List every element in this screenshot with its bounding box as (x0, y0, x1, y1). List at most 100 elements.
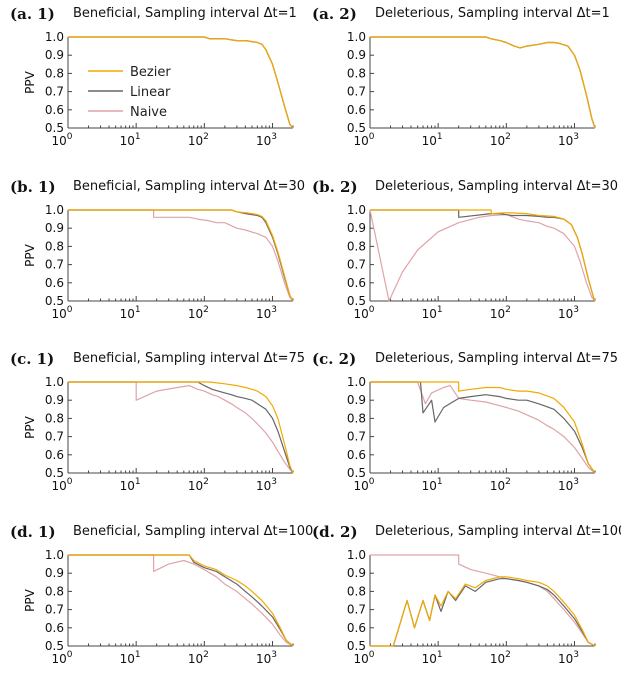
x-tick-label: 102 (188, 650, 209, 666)
panel-label: (c. 1) (10, 350, 54, 368)
panel-title: Deleterious, Sampling interval Δt=30 (375, 179, 618, 194)
series-line-bezier (370, 36, 596, 129)
y-tick-label: 0.5 (45, 466, 64, 480)
series-line-naive (68, 209, 294, 302)
y-axis-label: PPV (23, 70, 37, 93)
series-line-bezier (68, 36, 294, 129)
panel-title: Beneficial, Sampling interval Δt=75 (73, 351, 305, 366)
x-tick-label: 101 (422, 477, 443, 493)
x-tick-label: 103 (256, 132, 277, 148)
series-line-naive (68, 36, 294, 129)
panel-title: Beneficial, Sampling interval Δt=1 (73, 6, 297, 21)
y-tick-label: 0.9 (347, 393, 366, 407)
y-tick-label: 0.5 (347, 294, 366, 308)
x-tick-label: 100 (353, 477, 374, 493)
x-tick-label: 101 (120, 305, 141, 321)
x-tick-label: 100 (353, 132, 374, 148)
x-tick-label: 102 (188, 132, 209, 148)
y-axis-label: PPV (23, 243, 37, 266)
panel-b1: (b. 1) Beneficial, Sampling interval Δt=3… (10, 178, 305, 321)
panel-title: Deleterious, Sampling interval Δt=75 (375, 351, 618, 366)
series-line-bezier (370, 209, 596, 302)
y-tick-label: 0.8 (45, 584, 64, 598)
x-tick-label: 102 (490, 650, 511, 666)
y-tick-label: 0.9 (45, 48, 64, 62)
series-line-linear (370, 381, 596, 474)
series-line-naive (68, 554, 294, 647)
x-tick-label: 101 (422, 650, 443, 666)
y-tick-label: 0.7 (45, 430, 64, 444)
panel-d2: (d. 2) Deleterious, Sampling interval Δt=… (312, 523, 621, 666)
series-line-bezier (370, 381, 596, 474)
y-tick-label: 1.0 (45, 375, 64, 389)
y-tick-label: 0.6 (45, 448, 64, 462)
y-tick-label: 0.8 (347, 584, 366, 598)
series-line-naive (68, 381, 294, 474)
series-line-linear (68, 554, 294, 647)
legend-label: Linear (130, 85, 171, 100)
x-tick-label: 101 (120, 650, 141, 666)
series-line-naive (370, 554, 596, 647)
y-tick-label: 0.8 (45, 239, 64, 253)
series-line-bezier (370, 576, 596, 647)
y-tick-label: 0.6 (45, 276, 64, 290)
y-tick-label: 1.0 (347, 548, 366, 562)
x-tick-label: 103 (558, 305, 579, 321)
panel-a2: (a. 2) Deleterious, Sampling interval Δt=… (312, 5, 610, 148)
y-tick-label: 0.5 (347, 639, 366, 653)
panel-title: Beneficial, Sampling interval Δt=100 (73, 524, 313, 539)
panel-label: (d. 2) (312, 523, 358, 541)
y-tick-label: 0.7 (45, 603, 64, 617)
y-tick-label: 0.9 (45, 393, 64, 407)
series-line-linear (68, 209, 294, 302)
panel-label: (a. 2) (312, 5, 357, 23)
y-tick-label: 1.0 (347, 30, 366, 44)
y-tick-label: 0.7 (347, 85, 366, 99)
y-tick-label: 0.9 (45, 221, 64, 235)
x-tick-label: 103 (256, 650, 277, 666)
y-tick-label: 1.0 (45, 548, 64, 562)
x-tick-label: 103 (558, 650, 579, 666)
series-line-bezier (68, 209, 294, 302)
y-tick-label: 0.7 (45, 85, 64, 99)
panel-label: (a. 1) (10, 5, 55, 23)
y-tick-label: 0.6 (45, 103, 64, 117)
y-tick-label: 0.6 (347, 276, 366, 290)
series-line-bezier (68, 381, 294, 474)
panel-title: Beneficial, Sampling interval Δt=30 (73, 179, 305, 194)
x-tick-label: 102 (188, 477, 209, 493)
panel-c1: (c. 1) Beneficial, Sampling interval Δt=7… (10, 350, 305, 493)
y-tick-label: 1.0 (347, 203, 366, 217)
y-axis-label: PPV (23, 588, 37, 611)
panel-c2: (c. 2) Deleterious, Sampling interval Δt=… (312, 350, 618, 493)
y-tick-label: 0.5 (45, 294, 64, 308)
x-tick-label: 102 (490, 477, 511, 493)
y-tick-label: 0.7 (347, 603, 366, 617)
series-line-linear (370, 209, 596, 302)
x-tick-label: 100 (51, 477, 72, 493)
x-tick-label: 103 (558, 132, 579, 148)
y-tick-label: 0.8 (347, 239, 366, 253)
series-line-linear (68, 36, 294, 129)
y-tick-label: 0.8 (45, 411, 64, 425)
legend-label: Naive (130, 105, 167, 120)
y-tick-label: 0.9 (45, 566, 64, 580)
x-tick-label: 101 (422, 305, 443, 321)
panel-b2: (b. 2) Deleterious, Sampling interval Δt=… (312, 178, 618, 321)
legend-label: Bezier (130, 65, 171, 80)
y-tick-label: 0.8 (347, 66, 366, 80)
series-line-naive (370, 381, 596, 474)
x-tick-label: 100 (353, 650, 374, 666)
y-tick-label: 0.7 (45, 258, 64, 272)
x-tick-label: 102 (188, 305, 209, 321)
x-tick-label: 103 (256, 477, 277, 493)
y-tick-label: 0.9 (347, 566, 366, 580)
y-tick-label: 0.5 (45, 639, 64, 653)
x-tick-label: 102 (490, 305, 511, 321)
panel-label: (c. 2) (312, 350, 356, 368)
series-line-linear (370, 36, 596, 129)
panel-label: (d. 1) (10, 523, 56, 541)
panel-title: Deleterious, Sampling interval Δt=100 (375, 524, 621, 539)
series-line-naive (370, 36, 596, 129)
